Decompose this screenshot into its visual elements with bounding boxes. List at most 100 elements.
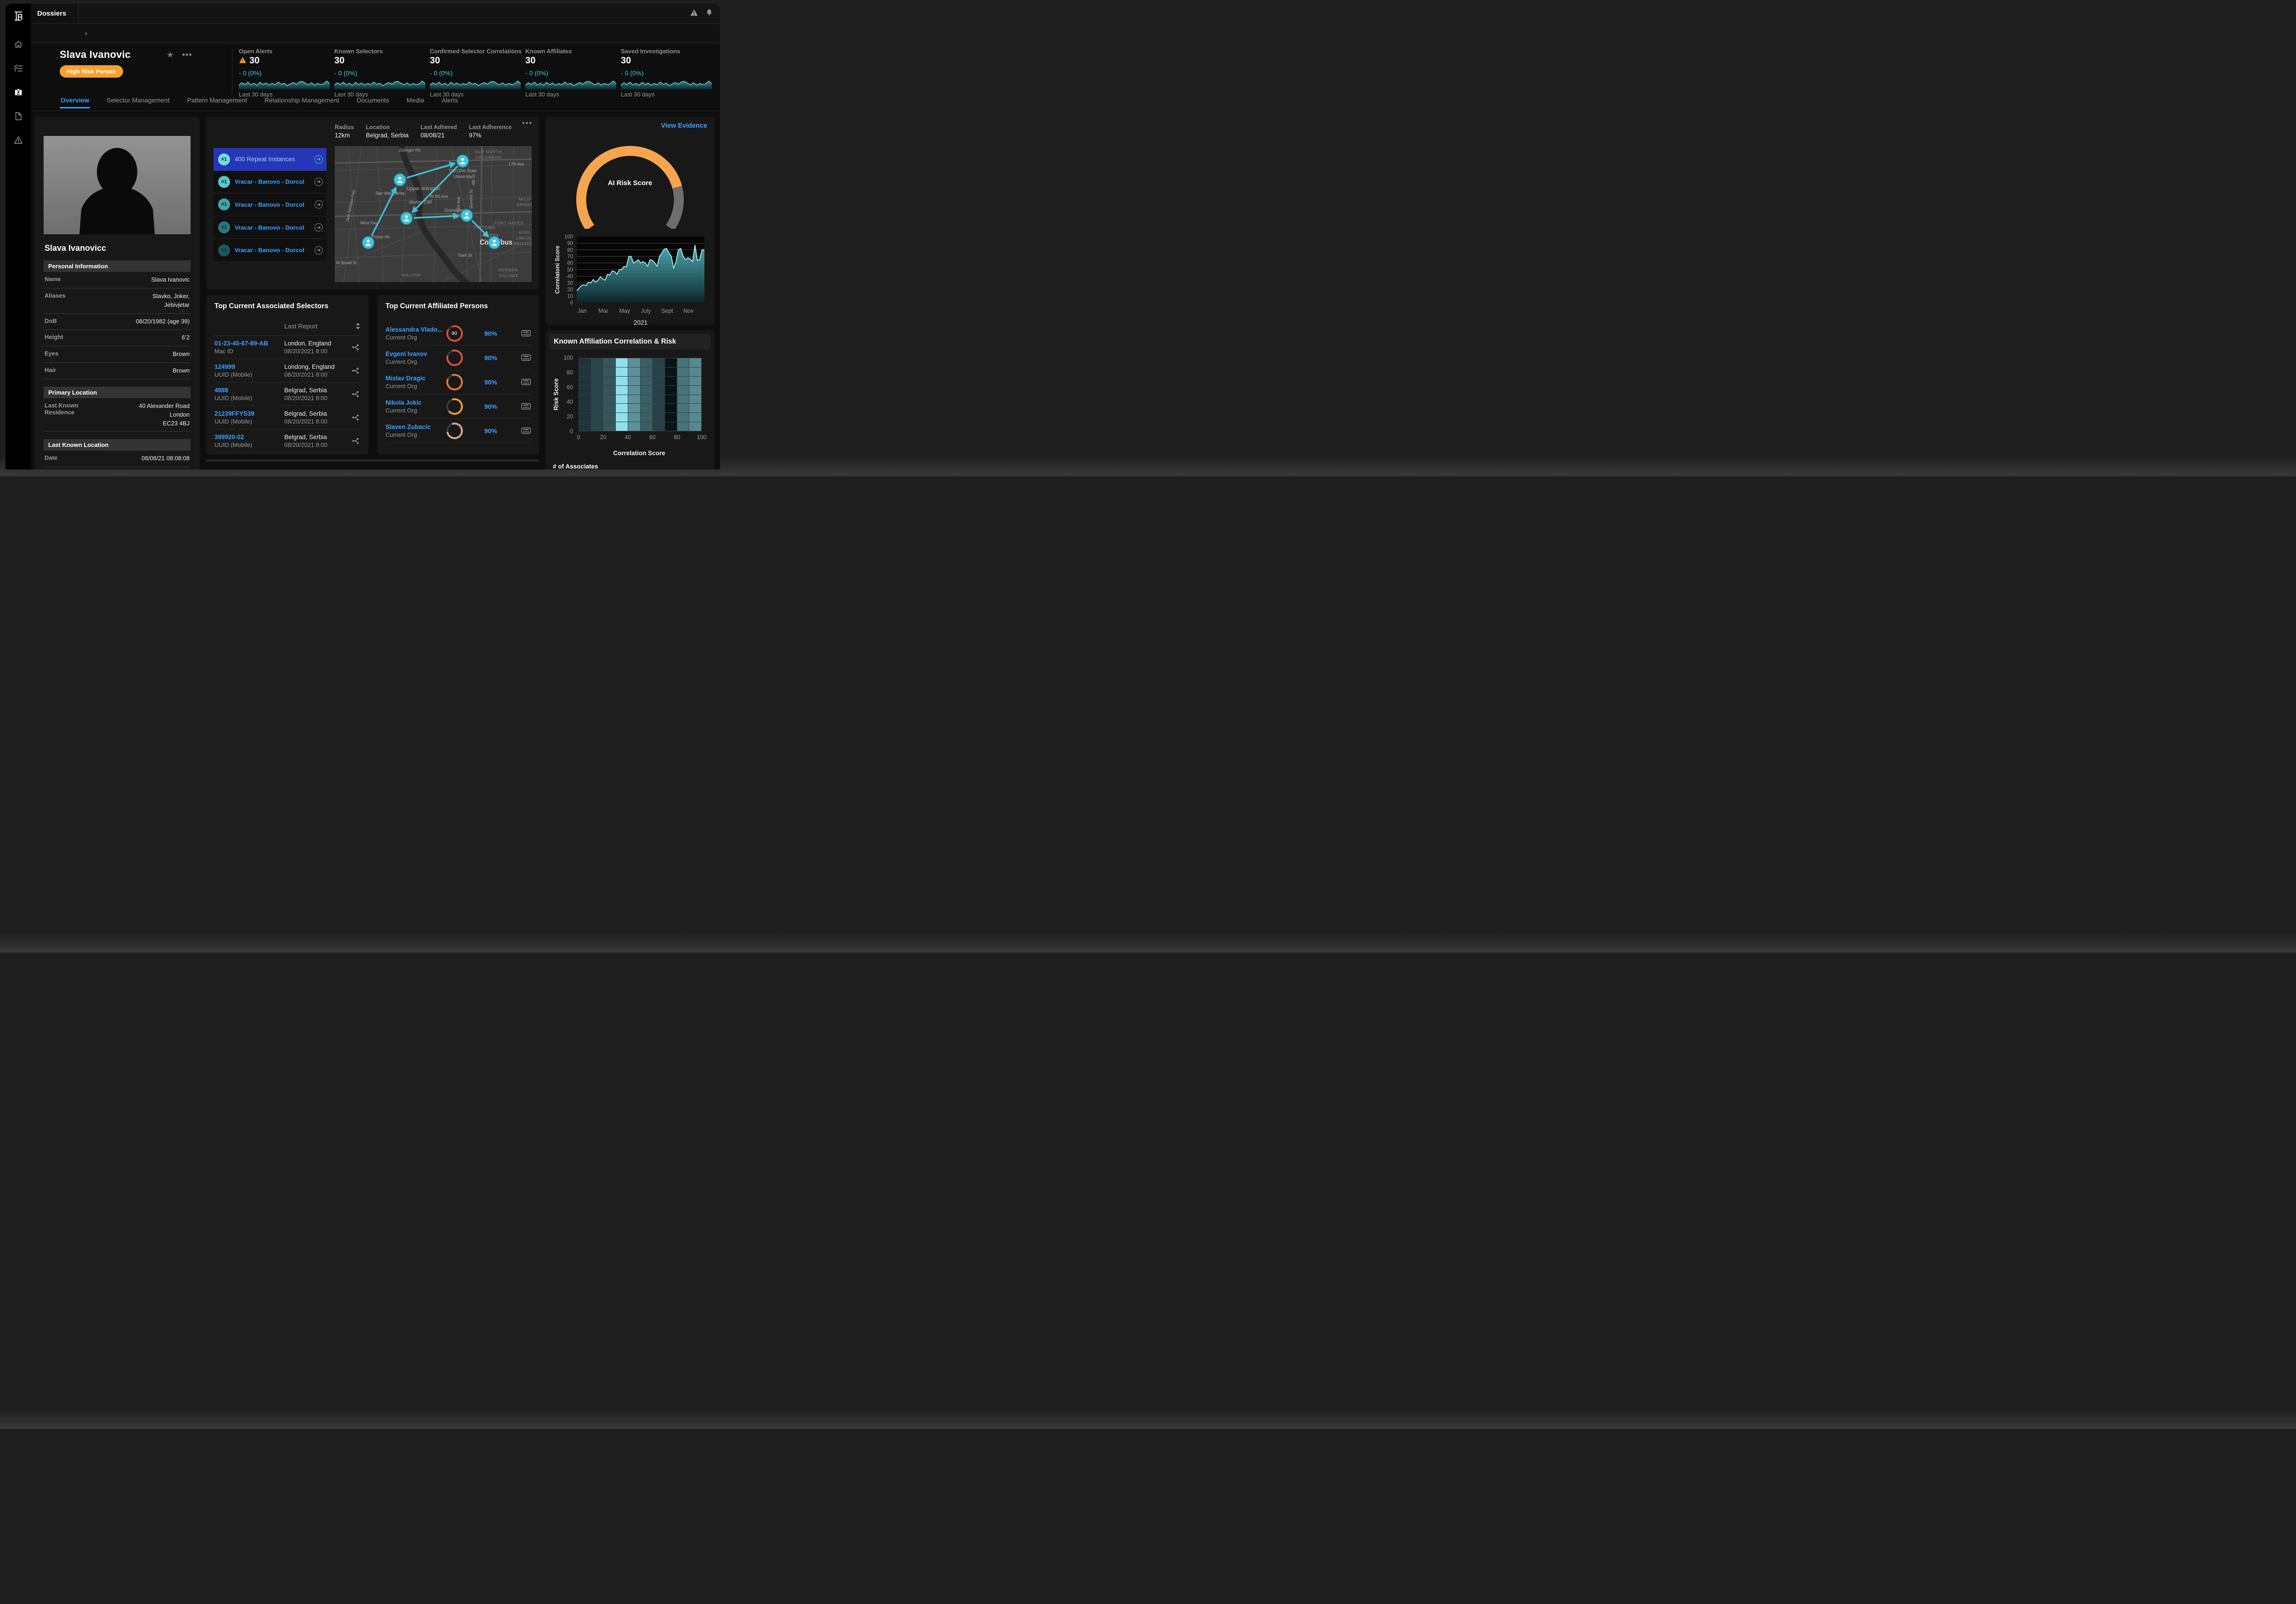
profile-row: Last Known Residence 40 Alexander Road Lo… (44, 398, 191, 432)
org-icon[interactable] (519, 403, 531, 410)
delta-value: 0 (0%) (242, 69, 262, 77)
stat-value: 30 (239, 56, 330, 66)
bell-icon[interactable] (705, 8, 714, 19)
org-icon[interactable] (519, 354, 531, 361)
map-person-marker[interactable] (456, 154, 469, 168)
pattern-map-card: ••• #1 400 Repeat Instances ➜ #1 Vracar - Ba… (206, 117, 539, 289)
heatmap-cell (628, 367, 640, 376)
tab-alerts[interactable]: Alerts (441, 96, 458, 104)
heatmap-cell (591, 422, 603, 431)
sidebar-item-alerts[interactable] (11, 133, 25, 147)
pattern-list-item[interactable]: #1 Vracar - Banovo - Dorcol ➜ (214, 239, 326, 262)
selector-id-link[interactable]: 01-23-45-67-89-AB (214, 340, 269, 347)
column-header-last-report[interactable]: Last Report (284, 322, 318, 330)
heatmap-cell (640, 385, 653, 395)
stat-delta: - 0 (0%) (334, 69, 425, 77)
table-row[interactable]: 4888 UUID (Mobile) Belgrad, Serbia 08/20/20… (214, 383, 360, 406)
person-name-link[interactable]: Alessandra Vlado... (385, 326, 443, 333)
pattern-list-item[interactable]: #1 Vracar - Banovo - Dorcol ➜ (214, 193, 326, 216)
stat-sparkline (239, 80, 330, 90)
network-icon[interactable] (349, 414, 360, 422)
heatmap-xtick: 80 (674, 434, 681, 441)
svg-text:30: 30 (567, 281, 573, 286)
map-label: The Ohio State (449, 169, 477, 174)
map-person-marker[interactable] (488, 236, 501, 249)
map-person-marker[interactable] (394, 173, 406, 186)
horizontal-scrollbar[interactable] (206, 459, 539, 462)
network-icon[interactable] (349, 367, 360, 375)
map-label: 4th St (471, 174, 476, 185)
network-icon[interactable] (349, 344, 360, 351)
selector-id-link[interactable]: 399920-02 (214, 434, 244, 441)
table-row[interactable]: Nikola Jokic Current Org 90% (385, 395, 531, 419)
row-label: Last Known Residence (45, 401, 79, 416)
svg-text:Nov: Nov (683, 308, 694, 314)
org-icon[interactable] (519, 330, 531, 337)
table-row[interactable]: 21239FFYS39 UUID (Mobile) Belgrad, Serbia 0… (214, 406, 360, 429)
heatmap-ytick: 60 (567, 384, 573, 390)
selector-id-link[interactable]: 4888 (214, 387, 229, 394)
stat-caption: Last 30 days (334, 91, 368, 98)
sidebar-item-home[interactable] (11, 38, 25, 51)
selector-id-link[interactable]: 21239FFYS39 (214, 410, 255, 417)
sidebar-item-documents[interactable] (11, 109, 25, 123)
ellipsis-icon[interactable]: ••• (182, 50, 192, 59)
table-row[interactable]: 01-23-45-67-89-AB Mac ID London, England 08… (214, 336, 360, 359)
map-info-label: Last Adhered (420, 124, 457, 130)
network-icon[interactable] (349, 390, 360, 398)
tab-dossiers[interactable]: Dossiers (31, 4, 79, 23)
map-route-arrow (406, 161, 456, 179)
warning-icon[interactable] (690, 8, 698, 19)
table-row[interactable]: 124999 UUID (Mobile) Londong, England 08/20… (214, 359, 360, 383)
view-evidence-link[interactable]: View Evidence (661, 122, 707, 130)
heatmap-cell (603, 367, 616, 376)
person-name-link[interactable]: Slaven Zubacic (385, 424, 431, 430)
table-row[interactable]: Slaven Zubacic Current Org 90% (385, 419, 531, 443)
map-person-marker[interactable] (400, 211, 413, 225)
person-name-link[interactable]: Evgeni Ivanov (385, 350, 428, 357)
report-location: Belgrad, Serbia (284, 434, 327, 441)
tab-pattern-management[interactable]: Pattern Management (187, 96, 247, 104)
selector-id-link[interactable]: 124999 (214, 363, 236, 370)
svg-text:60: 60 (567, 261, 573, 266)
sort-icon[interactable] (355, 323, 360, 329)
org-icon[interactable] (519, 378, 531, 386)
row-label: Hair (45, 367, 56, 374)
sidebar-item-dossiers-active[interactable] (11, 85, 25, 99)
tab-documents[interactable]: Documents (356, 96, 389, 104)
rank-badge: #1 (218, 198, 230, 211)
arrow-right-icon[interactable]: ➜ (315, 200, 323, 209)
sidebar-item-tasks[interactable] (11, 62, 25, 75)
person-name-link[interactable]: Mislav Dragic (385, 375, 426, 382)
table-row[interactable]: Evgeni Ivanov Current Org 90% (385, 346, 531, 370)
status-badge[interactable]: High Risk Person (60, 65, 123, 78)
pattern-list-item[interactable]: #1 400 Repeat Instances ➜ (214, 148, 326, 171)
card-menu-icon[interactable]: ••• (522, 119, 533, 127)
pattern-list-item[interactable]: #1 Vracar - Banovo - Dorcol ➜ (214, 170, 326, 194)
network-icon[interactable] (349, 437, 360, 445)
arrow-right-icon[interactable]: ➜ (315, 223, 323, 232)
star-icon[interactable]: ★ (166, 50, 174, 59)
org-icon[interactable] (519, 427, 531, 435)
risk-evidence-card: View Evidence AI Risk Score 100 90 80 70 60 5… (546, 117, 715, 326)
map[interactable]: Zollinger Rd OLD NORTH COLUMBUS The Ohio St… (335, 146, 532, 282)
pattern-list-item[interactable]: #1 Vracar - Banovo - Dorcol ➜ (214, 216, 326, 239)
person-name-link[interactable]: Nikola Jokic (385, 399, 422, 406)
tab-media[interactable]: Media (406, 96, 424, 104)
tab-overview[interactable]: Overview (60, 94, 90, 108)
table-row[interactable]: Alessandra Vlado... Current Org 90 90% (385, 322, 531, 346)
map-person-marker[interactable] (460, 209, 473, 222)
tab-relationship-management[interactable]: Relationship Management (264, 96, 339, 104)
arrow-right-icon[interactable]: ➜ (315, 246, 323, 254)
breadcrumb: › (31, 24, 720, 43)
last-report-cell: Belgrad, Serbia 08/20/2021 8:00 (284, 410, 349, 425)
app-logo[interactable] (11, 9, 25, 23)
table-row[interactable]: 399920-02 UUID (Mobile) Belgrad, Serbia 08/… (214, 429, 360, 453)
table-row[interactable]: Mislav Dragic Current Org 90% (385, 370, 531, 395)
map-person-marker[interactable] (362, 236, 375, 249)
heatmap-cell (664, 395, 677, 404)
arrow-right-icon[interactable]: ➜ (315, 155, 323, 164)
tab-selector-management[interactable]: Selector Management (107, 96, 170, 104)
arrow-right-icon[interactable]: ➜ (315, 177, 323, 186)
chevron-right-icon[interactable]: › (85, 29, 87, 37)
